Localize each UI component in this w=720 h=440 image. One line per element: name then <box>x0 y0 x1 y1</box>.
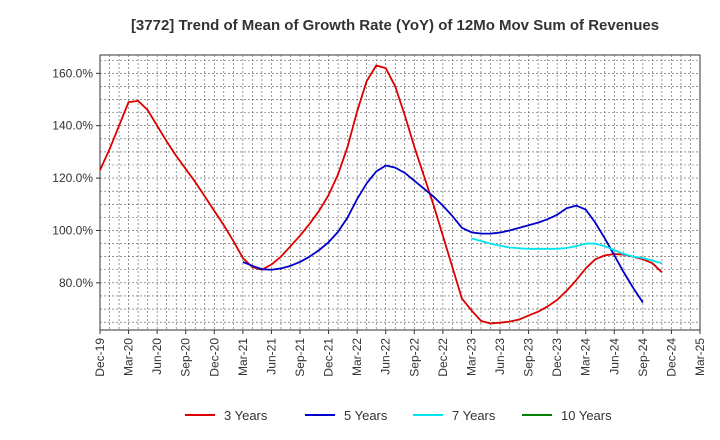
x-tick-label: Sep-23 <box>522 338 536 377</box>
x-tick-label: Sep-21 <box>293 338 307 377</box>
x-tick-label: Sep-24 <box>636 338 650 377</box>
x-tick-label: Dec-20 <box>207 338 221 377</box>
series-line-5-years <box>242 164 644 303</box>
series-lines <box>99 64 663 325</box>
x-tick-label: Jun-20 <box>150 338 164 375</box>
vertical-gridlines <box>109 55 691 330</box>
y-tick-label: 80.0% <box>59 276 93 290</box>
x-tick-label: Jun-22 <box>379 338 393 375</box>
y-axis: 80.0% 100.0% 120.0% 140.0% 160.0% <box>52 66 100 290</box>
series-line-7-years <box>471 237 663 265</box>
x-tick-label: Mar-21 <box>236 338 250 376</box>
x-tick-label: Mar-20 <box>122 338 136 376</box>
x-tick-label: Jun-21 <box>264 338 278 375</box>
x-tick-label: Sep-22 <box>407 338 421 377</box>
horizontal-gridlines <box>100 59 700 323</box>
y-tick-label: 100.0% <box>52 223 93 237</box>
plot-area <box>99 54 701 331</box>
x-axis: Dec-19 Mar-20 Jun-20 Sep-20 Dec-20 Mar-21 Jun-… <box>93 330 707 377</box>
x-tick-label: Mar-23 <box>464 338 478 376</box>
x-tick-label: Jun-23 <box>493 338 507 375</box>
x-tick-label: Mar-24 <box>579 338 593 376</box>
chart-title: [3772] Trend of Mean of Growth Rate (YoY… <box>131 17 659 34</box>
x-tick-label: Mar-25 <box>693 338 707 376</box>
legend-label: 5 Years <box>344 408 388 423</box>
series-line-3-years <box>99 64 663 325</box>
legend-label: 10 Years <box>561 408 612 423</box>
legend-label: 3 Years <box>224 408 268 423</box>
legend-label: 7 Years <box>452 408 496 423</box>
y-tick-label: 120.0% <box>52 171 93 185</box>
y-tick-label: 140.0% <box>52 119 93 133</box>
y-tick-label: 160.0% <box>52 66 93 80</box>
x-tick-label: Jun-24 <box>607 338 621 375</box>
x-tick-label: Mar-22 <box>350 338 364 376</box>
x-tick-label: Dec-24 <box>664 338 678 377</box>
x-tick-label: Dec-23 <box>550 338 564 377</box>
x-tick-label: Sep-20 <box>179 338 193 377</box>
legend: 3 Years 5 Years 7 Years 10 Years <box>185 408 612 423</box>
x-tick-label: Dec-22 <box>436 338 450 377</box>
x-tick-label: Dec-19 <box>93 338 107 377</box>
x-tick-label: Dec-21 <box>322 338 336 377</box>
